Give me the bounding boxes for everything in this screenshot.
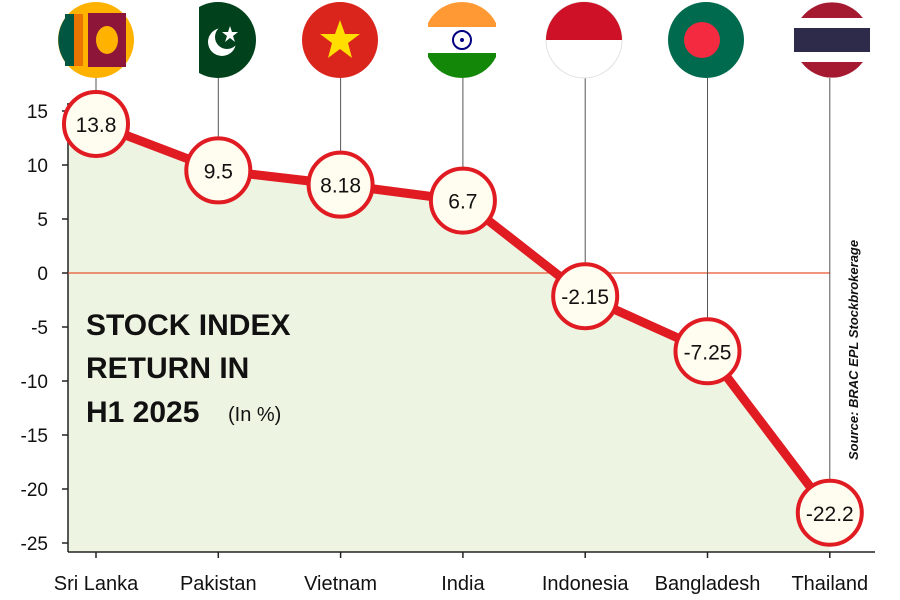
data-label: 8.18 — [320, 175, 361, 198]
x-tick-label: Vietnam — [304, 573, 377, 595]
chart-title-line-3: H1 2025 — [86, 396, 199, 429]
unit-label: (In %) — [228, 404, 281, 426]
x-tick-label: Indonesia — [542, 573, 630, 595]
y-tick-label: 5 — [37, 210, 48, 231]
data-label: -7.25 — [684, 341, 732, 364]
area-fill — [68, 123, 830, 553]
data-markers — [62, 89, 864, 547]
x-ticks: Sri Lanka Pakistan Vietnam India Indonesia Ba… — [54, 552, 868, 595]
india-flag-icon — [424, 1, 500, 79]
y-tick-label: -20 — [21, 480, 48, 501]
data-point-marker — [184, 136, 253, 205]
sri-lanka-flag-icon — [58, 2, 134, 78]
y-ticks: 15 10 5 0 -5 -10 -15 -20 -25 — [21, 102, 68, 555]
data-point-marker — [62, 89, 130, 158]
chart-title-line-1: STOCK INDEX — [86, 309, 290, 342]
data-labels: 13.8 9.5 8.18 6.7 -2.15 -7.25 -22.2 — [76, 114, 854, 526]
data-point-marker — [673, 317, 742, 386]
pakistan-flag-icon — [180, 2, 256, 78]
y-tick-label: 0 — [37, 264, 48, 285]
chart-title-line-2: RETURN IN — [86, 352, 249, 385]
data-label: 9.5 — [204, 160, 233, 183]
y-tick-label: 15 — [27, 102, 48, 123]
y-tick-label: 10 — [27, 156, 48, 177]
thailand-flag-icon — [794, 2, 870, 78]
y-tick-label: -15 — [21, 426, 48, 447]
flags — [58, 1, 870, 79]
data-label: 13.8 — [76, 114, 117, 137]
bangladesh-flag-icon — [668, 2, 744, 78]
x-tick-label: Thailand — [791, 573, 868, 595]
data-label: -2.15 — [561, 286, 609, 309]
x-tick-label: Bangladesh — [655, 573, 761, 595]
data-label: 6.7 — [448, 191, 477, 214]
x-tick-label: India — [441, 573, 485, 595]
x-tick-label: Pakistan — [180, 573, 257, 595]
indonesia-flag-icon — [545, 1, 623, 79]
source-label: Source: BRAC EPL Stockbrokerage — [846, 240, 861, 460]
y-tick-label: -5 — [31, 318, 48, 339]
data-point-marker — [795, 478, 864, 547]
y-tick-label: -25 — [21, 534, 48, 555]
vietnam-flag-icon — [302, 2, 378, 78]
x-tick-label: Sri Lanka — [54, 573, 139, 595]
data-point-marker — [428, 166, 497, 235]
data-label: -22.2 — [806, 503, 854, 526]
data-point-marker — [306, 150, 375, 219]
data-point-marker — [551, 262, 620, 331]
y-tick-label: -10 — [21, 372, 48, 393]
